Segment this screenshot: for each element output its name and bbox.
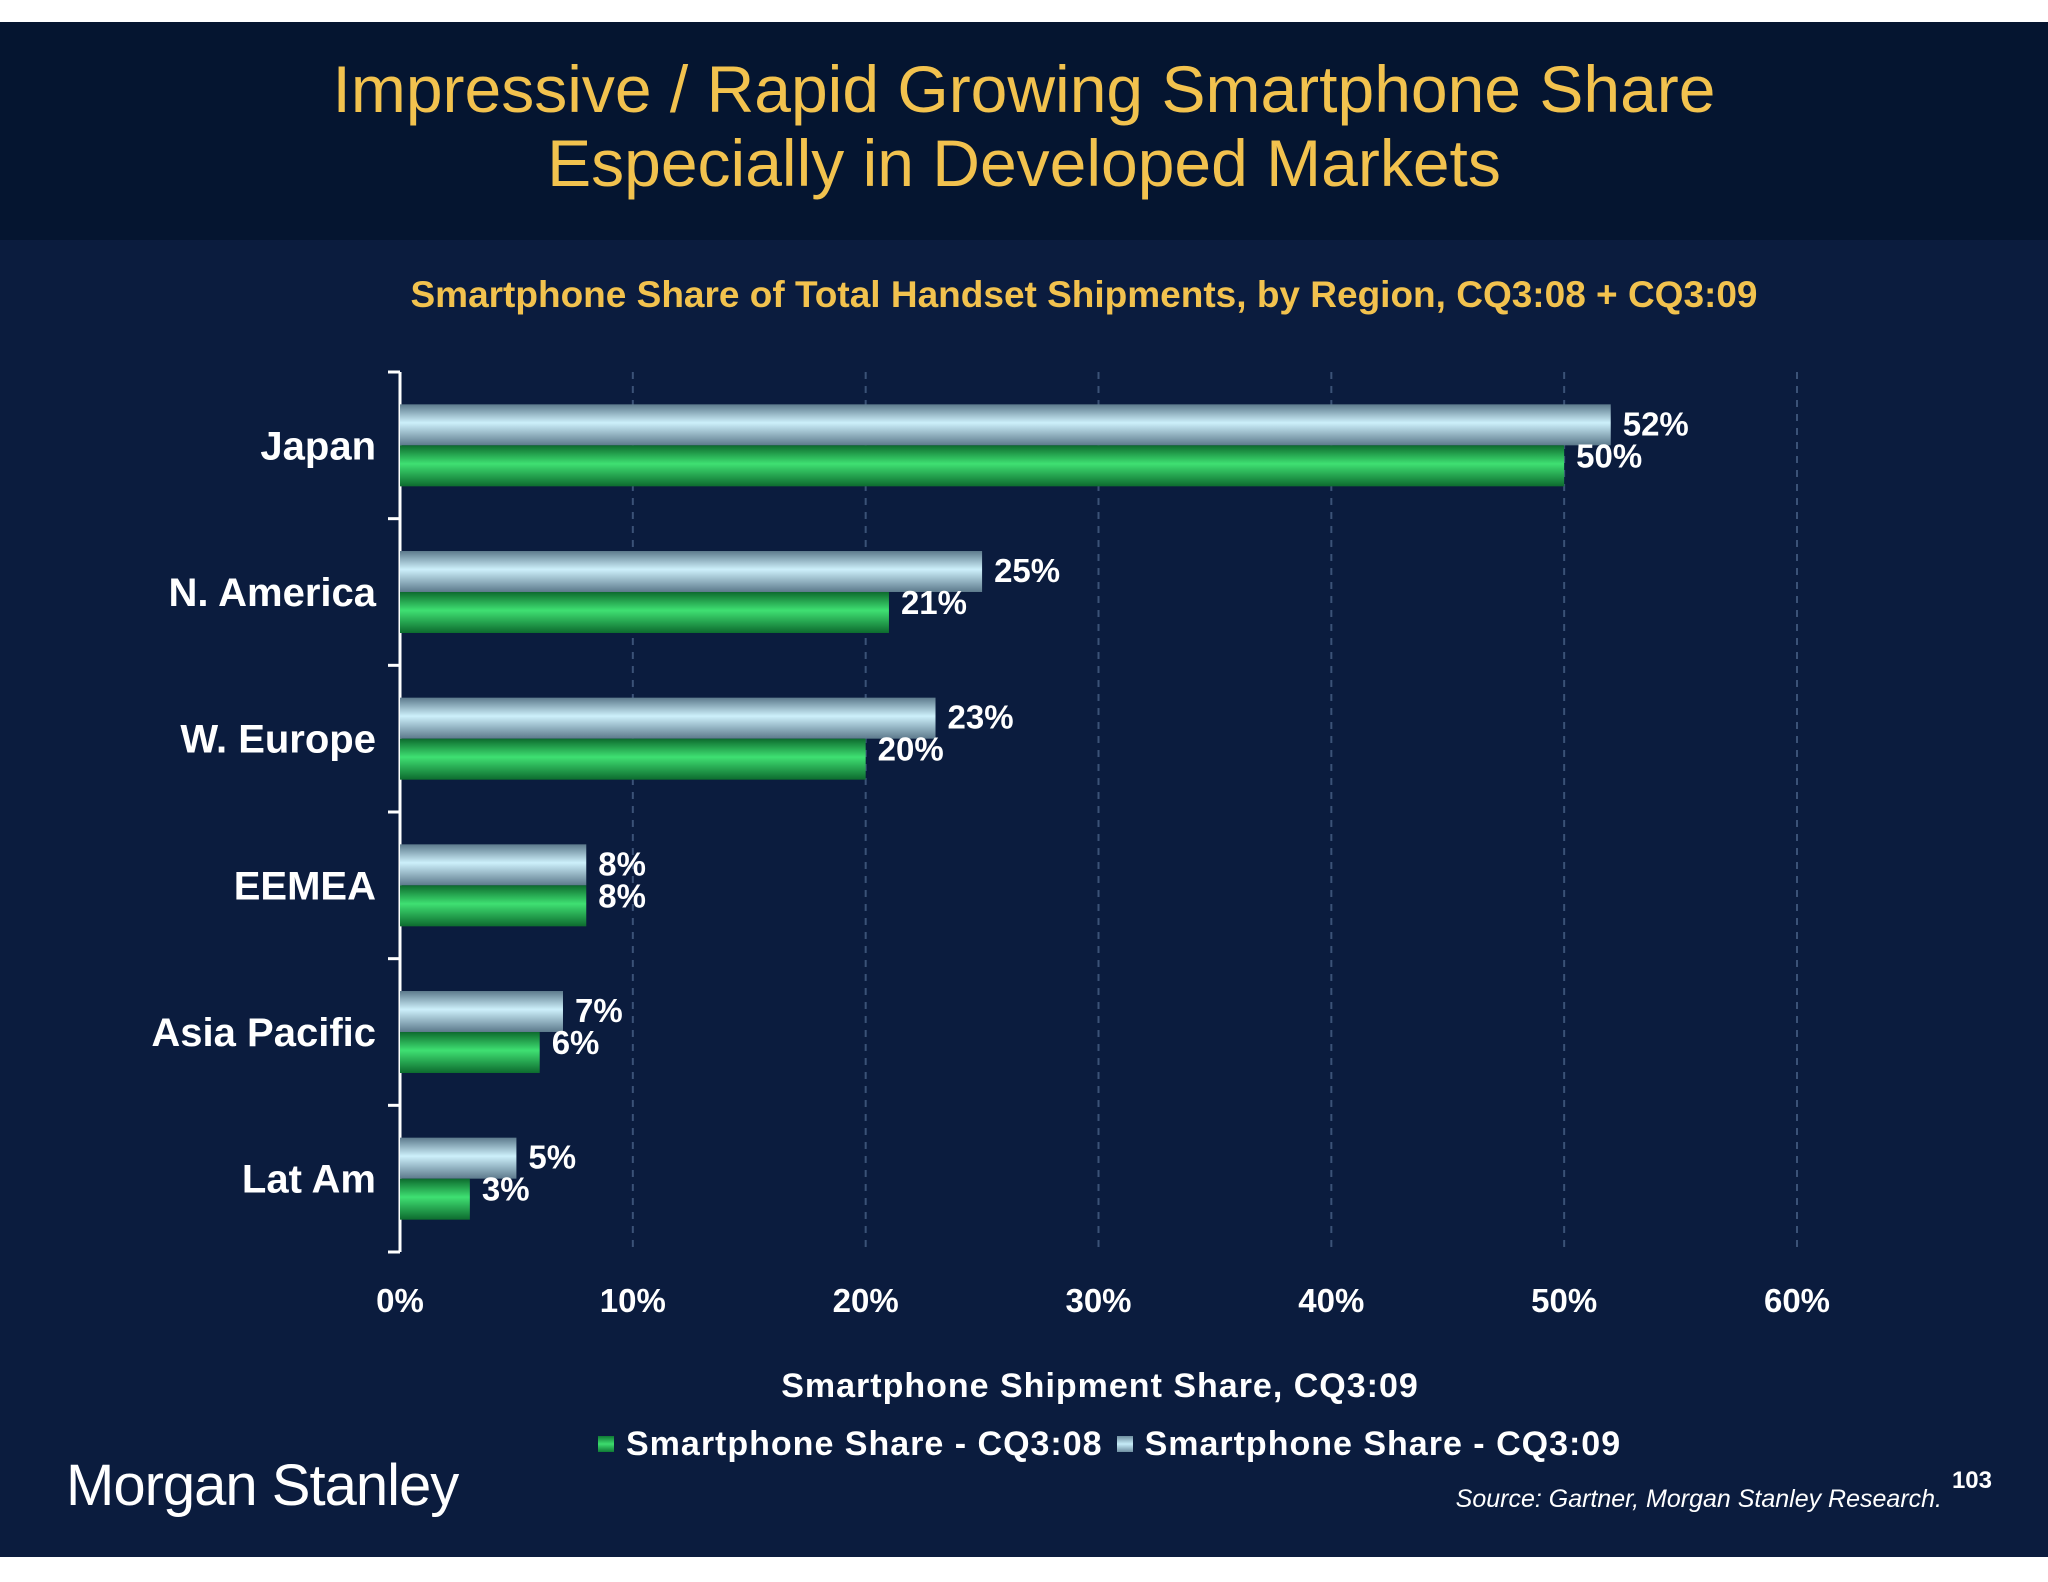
legend-item-cq308: Smartphone Share - CQ3:08 (598, 1425, 1103, 1464)
category-label: Japan (260, 424, 376, 468)
data-label-cq309: 5% (528, 1139, 576, 1176)
x-tick-label: 50% (1531, 1282, 1597, 1319)
x-tick-label: 0% (376, 1282, 424, 1319)
legend-item-cq309: Smartphone Share - CQ3:09 (1116, 1424, 1622, 1464)
bar-cq308 (400, 1178, 470, 1220)
category-label: EEMEA (234, 864, 376, 908)
x-axis-title: Smartphone Shipment Share, CQ3:09 (781, 1367, 1419, 1405)
bar-cq308 (400, 592, 889, 633)
bar-cq309 (400, 551, 983, 592)
x-tick-label: 10% (600, 1282, 666, 1319)
x-tick-label: 30% (1065, 1282, 1131, 1319)
bar-cq308 (400, 1032, 540, 1073)
category-label: Asia Pacific (151, 1011, 376, 1055)
y-axis (388, 370, 402, 1254)
page-number: 103 (1951, 1467, 1992, 1494)
data-label-cq309: 52% (1623, 405, 1689, 442)
bar-cq309 (400, 404, 1611, 446)
legend-swatch-cq308 (598, 1436, 614, 1452)
data-label-cq308: 3% (482, 1171, 530, 1208)
bar-cq309 (400, 697, 936, 739)
category-label: W. Europe (180, 718, 376, 762)
bar-cq309 (400, 844, 587, 886)
bar-cq308 (400, 885, 587, 927)
chart-title: Smartphone Share of Total Handset Shipme… (410, 274, 1758, 315)
legend-label-cq309: Smartphone Share - CQ3:09 (1144, 1424, 1622, 1463)
bars (400, 404, 1611, 1220)
x-tick-label: 40% (1298, 1282, 1364, 1319)
slide-title-line-2: Especially in Developed Markets (547, 126, 1501, 200)
data-label-cq309: 8% (598, 845, 646, 882)
slide: Impressive / Rapid Growing Smartphone Sh… (0, 22, 2048, 1557)
source-note: Source: Gartner, Morgan Stanley Research… (1455, 1485, 1942, 1513)
legend-swatch-cq309 (1116, 1436, 1133, 1452)
legend: Smartphone Share - CQ3:08 Smartphone Sha… (598, 1422, 1635, 1466)
data-label-cq309: 23% (948, 699, 1014, 736)
data-label-cq308: 50% (1576, 437, 1642, 474)
x-tick-label: 60% (1764, 1282, 1830, 1319)
slide-title-line-1: Impressive / Rapid Growing Smartphone Sh… (332, 52, 1716, 126)
bar-cq309 (400, 1137, 517, 1179)
x-tick-label: 20% (833, 1282, 899, 1319)
bar-cq308 (400, 445, 1565, 487)
data-label-cq308: 20% (878, 731, 944, 768)
category-label: Lat Am (242, 1158, 376, 1202)
data-label-cq308: 21% (901, 584, 967, 621)
category-label: N. America (169, 571, 377, 615)
bar-cq308 (400, 738, 866, 780)
legend-label-cq308: Smartphone Share - CQ3:08 (626, 1424, 1103, 1463)
data-label-cq309: 7% (575, 992, 623, 1029)
data-label-cq309: 25% (994, 552, 1060, 589)
title-band: Impressive / Rapid Growing Smartphone Sh… (0, 22, 2048, 240)
morgan-stanley-logo: Morgan Stanley (66, 1453, 459, 1518)
bar-cq309 (400, 991, 563, 1032)
data-label-cq308: 8% (598, 877, 646, 914)
data-label-cq308: 6% (552, 1024, 600, 1061)
grid-lines (631, 372, 1798, 1252)
